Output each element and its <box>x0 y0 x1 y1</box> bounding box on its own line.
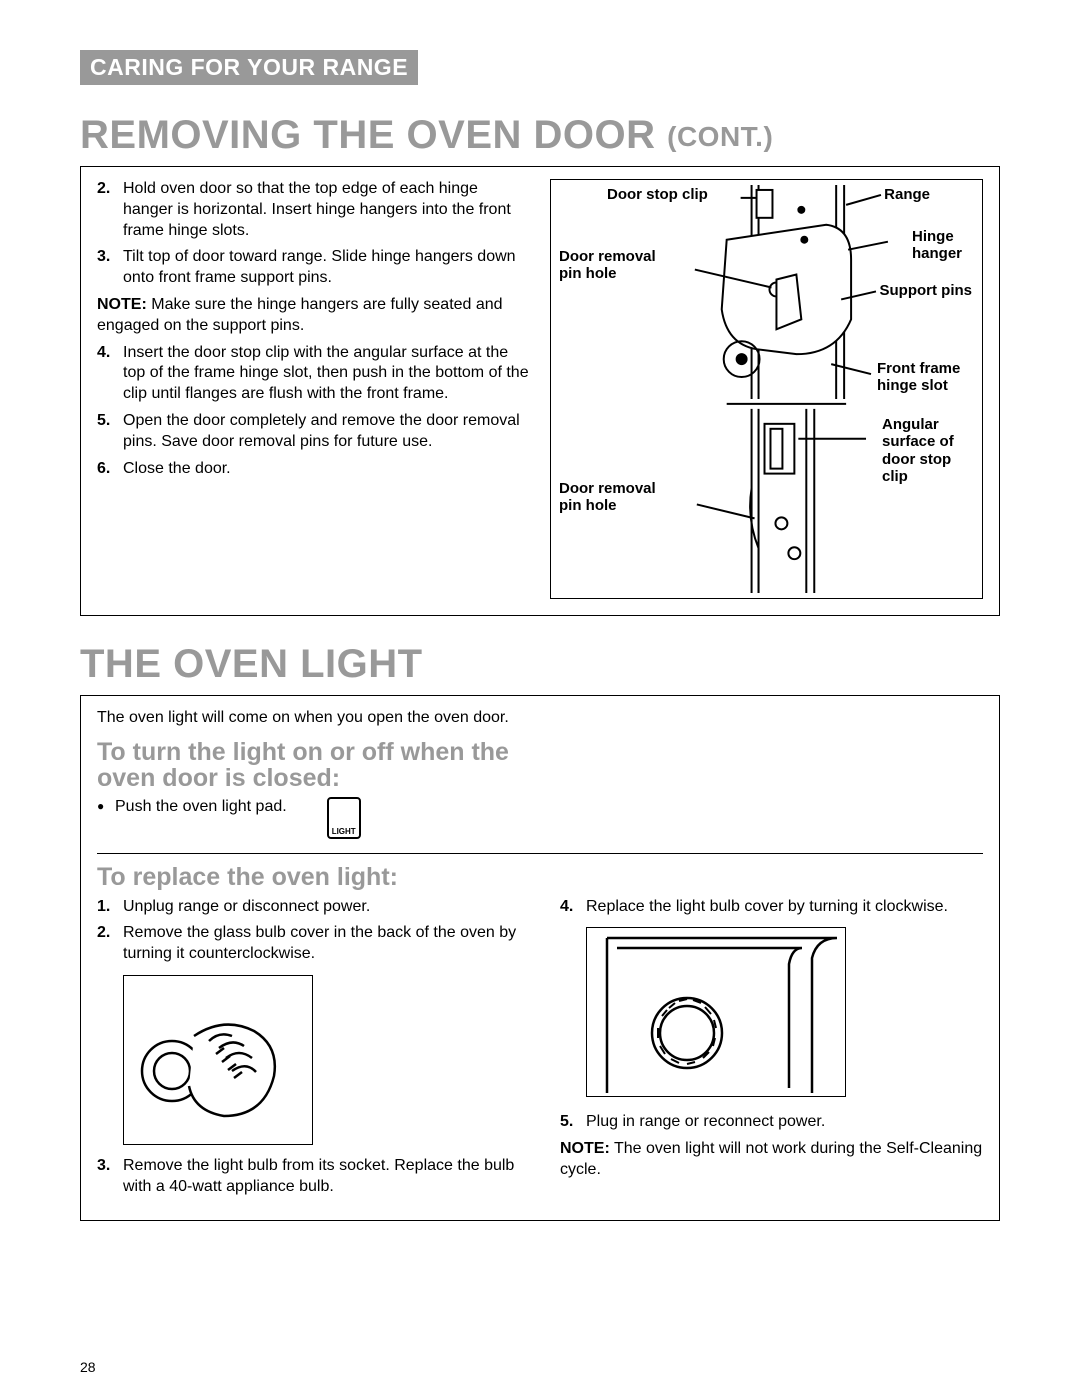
note-label: NOTE: <box>97 296 147 313</box>
note-hinge-text: Make sure the hinge hangers are fully se… <box>97 296 503 334</box>
subheading-turn-light: To turn the light on or off when the ove… <box>97 739 527 792</box>
replace-step-1: 1.Unplug range or disconnect power. <box>97 897 520 918</box>
note-label-2: NOTE: <box>560 1140 610 1157</box>
replace-step-3: 3.Remove the light bulb from its socket.… <box>97 1156 520 1198</box>
light-button-icon: LIGHT <box>327 797 361 839</box>
label-angular-surface: Angular surface of door stop clip <box>882 416 972 485</box>
note-hinge: NOTE: Make sure the hinge hangers are fu… <box>97 295 530 337</box>
replace-step-3-text: Remove the light bulb from its socket. R… <box>123 1157 514 1195</box>
replace-step-2-text: Remove the glass bulb cover in the back … <box>123 924 516 962</box>
replace-step-5-text: Plug in range or reconnect power. <box>586 1113 825 1130</box>
step-5-text: Open the door completely and remove the … <box>123 412 520 450</box>
label-support-pins: Support pins <box>880 282 973 299</box>
label-range: Range <box>884 186 930 203</box>
note-self-clean-text: The oven light will not work during the … <box>560 1140 982 1178</box>
bulb-remove-illustration <box>123 975 313 1145</box>
step-6: 6.Close the door. <box>97 459 530 480</box>
bullet-push-pad: Push the oven light pad. <box>97 797 287 818</box>
page-number: 28 <box>80 1359 96 1375</box>
oven-light-intro: The oven light will come on when you ope… <box>97 708 527 729</box>
hinge-diagram: Door stop clip Range Hinge hanger Door r… <box>550 179 983 599</box>
replace-step-5: 5.Plug in range or reconnect power. <box>560 1112 983 1133</box>
bulb-cover-illustration <box>586 927 846 1097</box>
heading-oven-light: THE OVEN LIGHT <box>80 642 1000 687</box>
oven-light-box: The oven light will come on when you ope… <box>80 695 1000 1221</box>
replace-step-1-text: Unplug range or disconnect power. <box>123 898 370 915</box>
heading-cont: (CONT.) <box>667 121 773 152</box>
replace-step-2: 2.Remove the glass bulb cover in the bac… <box>97 923 520 965</box>
divider <box>97 853 983 854</box>
step-6-text: Close the door. <box>123 460 231 477</box>
label-door-removal-pin-hole-2: Door removal pin hole <box>559 480 669 515</box>
note-self-clean: NOTE: The oven light will not work durin… <box>560 1139 983 1181</box>
label-door-removal-pin-hole-1: Door removal pin hole <box>559 248 669 283</box>
bulb-cover-svg <box>587 928 847 1098</box>
step-2-text: Hold oven door so that the top edge of e… <box>123 180 511 239</box>
step-3-text: Tilt top of door toward range. Slide hin… <box>123 248 516 286</box>
label-hinge-hanger: Hinge hanger <box>912 228 972 263</box>
step-3: 3.Tilt top of door toward range. Slide h… <box>97 247 530 289</box>
heading-removing-oven-door: REMOVING THE OVEN DOOR (CONT.) <box>80 113 1000 158</box>
step-4-text: Insert the door stop clip with the angul… <box>123 344 529 403</box>
section-header-bar: CARING FOR YOUR RANGE <box>80 50 418 85</box>
replace-step-4: 4.Replace the light bulb cover by turnin… <box>560 897 983 918</box>
subheading-replace-light: To replace the oven light: <box>97 864 983 890</box>
step-2: 2.Hold oven door so that the top edge of… <box>97 179 530 241</box>
bulb-remove-svg <box>124 976 314 1146</box>
step-5: 5.Open the door completely and remove th… <box>97 411 530 453</box>
label-front-frame-hinge-slot: Front frame hinge slot <box>877 360 972 395</box>
heading-text: REMOVING THE OVEN DOOR <box>80 113 656 157</box>
label-door-stop-clip: Door stop clip <box>607 186 708 203</box>
replace-step-4-text: Replace the light bulb cover by turning … <box>586 898 948 915</box>
step-4: 4.Insert the door stop clip with the ang… <box>97 343 530 405</box>
removing-door-box: 2.Hold oven door so that the top edge of… <box>80 166 1000 616</box>
